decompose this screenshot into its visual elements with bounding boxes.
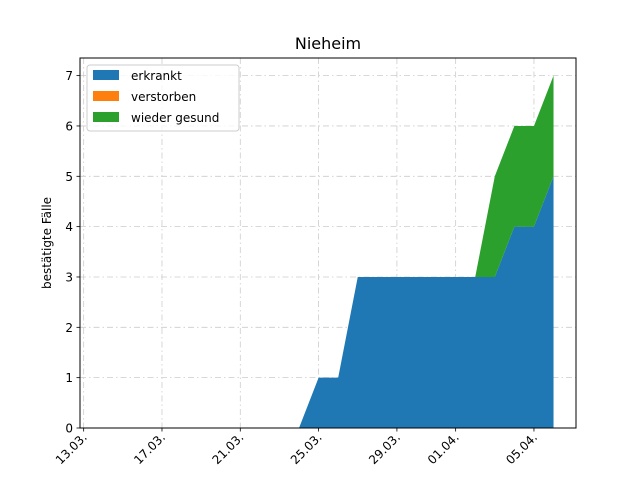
y-tick-label: 3 [65, 270, 73, 284]
legend-label: verstorben [131, 90, 196, 104]
y-tick-label: 0 [65, 422, 73, 436]
y-tick-label: 7 [65, 69, 73, 83]
y-axis-label: bestätigte Fälle [40, 197, 54, 289]
area-erkrankt [83, 176, 554, 428]
legend-label: wieder gesund [131, 111, 219, 125]
x-tick-label: 05.04. [503, 430, 540, 467]
x-tick-label: 17.03. [131, 430, 168, 467]
legend-swatch [93, 91, 119, 101]
chart-title: Nieheim [295, 34, 361, 53]
y-tick-label: 5 [65, 170, 73, 184]
legend-box [86, 64, 240, 132]
stacked-areas [83, 75, 554, 428]
legend-label: erkrankt [131, 69, 182, 83]
x-tick-label: 25.03. [288, 430, 325, 467]
x-tick-label: 01.04. [425, 430, 462, 467]
x-axis: 13.03. 17.03. 21.03. 25.03. 29.03. 01.04. 05.0… [53, 428, 540, 467]
y-tick-label: 2 [65, 321, 73, 335]
y-tick-label: 1 [65, 371, 73, 385]
y-tick-label: 4 [65, 220, 73, 234]
plot-frame [79, 57, 577, 429]
legend-swatch [93, 70, 119, 80]
x-tick-label: 29.03. [366, 430, 403, 467]
x-tick-label: 21.03. [210, 430, 247, 467]
x-tick-label: 13.03. [53, 430, 90, 467]
y-tick-label: 6 [65, 119, 73, 133]
legend-swatch [93, 112, 119, 122]
legend: erkrankt verstorben wieder gesund [86, 64, 240, 132]
y-axis: 0 1 2 3 4 5 6 7 [65, 69, 80, 436]
